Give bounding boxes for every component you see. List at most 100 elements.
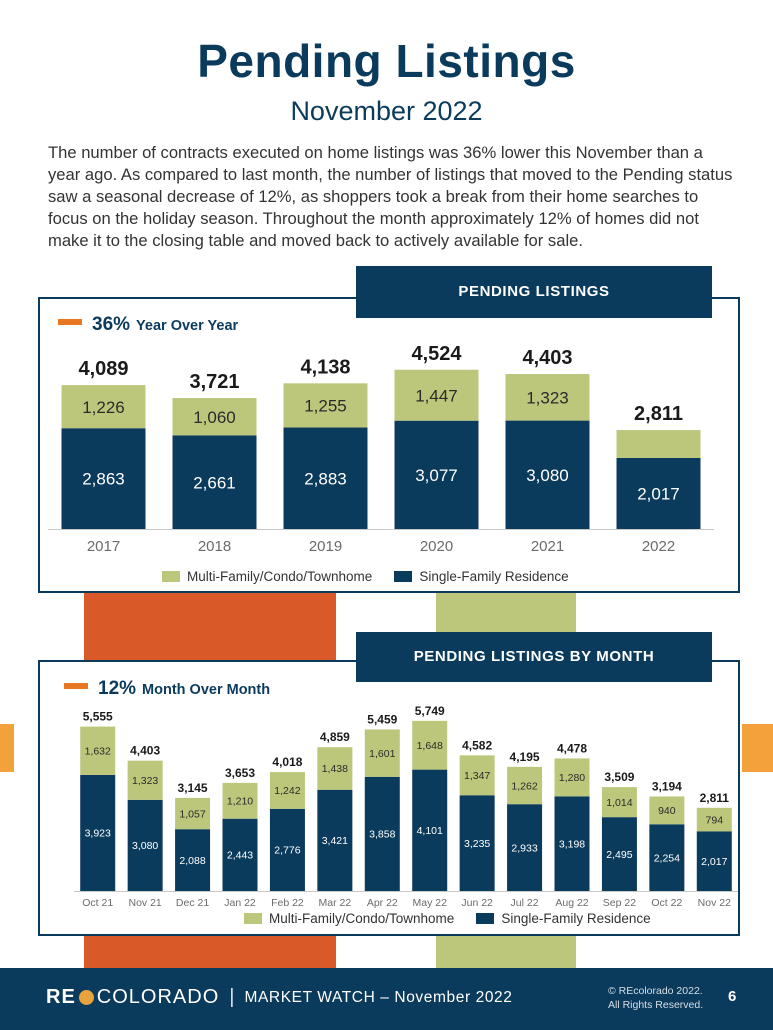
bar-sfr [172,435,257,529]
category-tick-label: 2020 [420,538,453,555]
category-tick-label: May 22 [412,897,447,909]
value-label-sfr: 2,017 [637,485,680,504]
page-title: Pending Listings [197,35,576,87]
bar-multi [412,720,448,770]
decor-side-orange-left [0,724,14,772]
yearly-stacked-bar-chart: 2,863 1,226 4,089 2017 2,661 1,060 3,721 2018 2,… [48,343,714,555]
bar-sfr [61,428,146,529]
value-label-multi: 1,014 [606,797,632,809]
brand-colorado: COLORADO [96,986,220,1008]
total-label: 4,403 [130,744,160,758]
value-label-multi: 1,226 [82,398,125,417]
category-tick-label: Apr 22 [367,897,398,909]
page-subtitle: November 2022 [290,96,483,126]
brand-re: RE [46,986,76,1008]
total-label: 3,721 [189,371,239,393]
total-label: 4,018 [272,755,302,769]
bar-sfr [554,796,590,891]
value-label-sfr: 3,080 [526,466,569,485]
legend-item-sfr: Single-Family Residence [394,569,569,584]
total-label: 2,811 [634,403,683,425]
total-label: 2,811 [700,791,730,805]
total-label: 5,459 [367,712,397,726]
value-label-multi: 1,280 [559,772,585,784]
yearly-kpi-value: 36% [92,314,131,335]
bar-sfr [222,818,258,891]
value-label-multi: 1,601 [369,748,395,760]
brand-separator: | [229,986,235,1008]
category-tick-label: 2019 [309,538,342,555]
legend-label-sfr: Single-Family Residence [419,569,569,584]
legend-label-multi: Multi-Family/Condo/Townhome [187,569,373,584]
category-tick-label: Jul 22 [511,897,539,909]
legend-swatch-sfr [394,571,413,582]
value-label-sfr: 3,923 [85,828,111,840]
bar-sfr [394,420,479,529]
category-tick-label: Oct 21 [82,897,113,909]
value-label-multi: 1,323 [526,388,569,407]
category-tick-label: 2022 [642,538,675,555]
total-label: 4,859 [320,730,350,744]
category-tick-label: 2017 [87,538,120,555]
bar-multi [127,760,163,800]
legend-swatch-sfr [476,913,495,924]
value-label-multi: 794 [706,814,724,826]
category-tick-label: 2021 [531,538,564,555]
bar-sfr [80,774,116,891]
value-label-multi: 1,242 [274,785,300,797]
bar-multi [61,385,146,429]
value-label-multi: 1,438 [322,763,348,775]
orange-dash-icon [64,683,88,689]
legend-item-multi: Multi-Family/Condo/Townhome [244,911,454,926]
category-tick-label: Jan 22 [224,897,256,909]
legend-label-multi: Multi-Family/Condo/Townhome [269,911,455,926]
value-label-sfr: 3,235 [464,838,490,850]
summary-paragraph: The number of contracts executed on home… [48,143,733,250]
total-label: 4,478 [557,741,587,755]
legend-swatch-multi [244,913,262,924]
monthly-legend: Multi-Family/Condo/Townhome Single-Famil… [244,911,673,926]
total-label: 4,524 [411,343,462,365]
total-label: 4,582 [462,738,492,752]
bar-sfr [507,804,543,891]
bar-multi [317,747,353,790]
monthly-kpi: 12% Month Over Month [64,678,270,700]
value-label-sfr: 2,443 [227,850,253,862]
value-label-sfr: 2,495 [606,849,632,861]
value-label-multi: 940 [658,805,676,817]
orange-dash-icon [58,319,82,325]
page-footer: RE COLORADO | MARKET WATCH – November 20… [0,968,773,1030]
bar-multi [364,729,400,777]
bar-sfr [696,831,732,891]
brand-dot-icon [78,990,94,1005]
value-label-multi: 1,255 [304,397,347,416]
bar-sfr [127,799,163,891]
legend-swatch-multi [162,571,180,582]
yearly-chart-tag: PENDING LISTINGS [356,266,712,318]
bar-multi [80,726,116,775]
total-label: 5,555 [83,710,113,724]
monthly-stacked-bar-chart: 3,923 1,632 5,555 Oct 21 3,080 1,323 4,403 Nov … [74,704,738,909]
copyright-line-1: © REcolorado 2022. [608,985,703,997]
bar-multi [283,383,368,428]
total-label: 4,403 [522,347,572,369]
value-label-sfr: 2,661 [193,473,236,492]
total-label: 4,138 [300,356,350,378]
bar-multi [616,430,701,459]
yearly-legend: Multi-Family/Condo/Townhome Single-Famil… [162,569,591,584]
bar-multi [459,755,495,796]
bar-sfr [175,829,211,891]
value-label-multi: 1,262 [511,780,537,792]
total-label: 4,195 [510,750,540,764]
monthly-kpi-label: Month Over Month [142,682,271,698]
bar-multi [269,772,305,809]
category-tick-label: Nov 21 [129,897,162,909]
value-label-multi: 1,057 [179,808,205,820]
total-label: 5,749 [415,704,445,718]
value-label-sfr: 3,858 [369,829,395,841]
category-tick-label: Sep 22 [603,897,636,909]
bar-multi [696,807,732,832]
bar-multi [505,374,590,421]
total-label: 3,145 [178,781,208,795]
category-tick-label: 2018 [198,538,231,555]
